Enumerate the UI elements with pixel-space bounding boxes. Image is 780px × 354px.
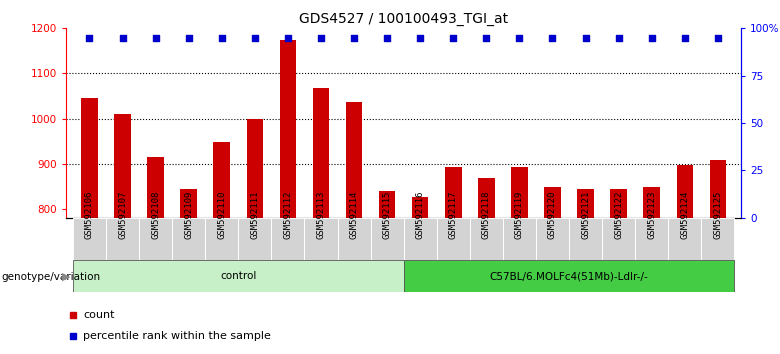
Point [612,35,625,41]
Bar [511,167,528,218]
Text: GSM592118: GSM592118 [482,190,491,239]
FancyBboxPatch shape [238,218,271,260]
Point [679,35,691,41]
Text: control: control [220,271,257,281]
Text: C57BL/6.MOLFc4(51Mb)-Ldlr-/-: C57BL/6.MOLFc4(51Mb)-Ldlr-/- [490,271,648,281]
Point [215,35,228,41]
Bar [478,178,495,218]
Point [711,35,724,41]
Bar [346,102,362,218]
Bar [379,191,395,218]
Point [149,35,161,41]
Text: GSM592108: GSM592108 [151,190,160,239]
Point [447,35,459,41]
Point [381,35,393,41]
Bar [313,88,329,218]
FancyBboxPatch shape [73,218,106,260]
Text: GSM592123: GSM592123 [647,190,656,239]
FancyBboxPatch shape [205,218,238,260]
Text: GSM592112: GSM592112 [283,190,292,239]
Bar [611,189,627,218]
Text: ▶: ▶ [62,272,70,282]
Point [183,35,195,41]
Point [646,35,658,41]
Text: GSM592124: GSM592124 [680,190,690,239]
Bar [412,198,428,218]
Point [348,35,360,41]
FancyBboxPatch shape [73,260,404,292]
FancyBboxPatch shape [437,218,470,260]
Text: GSM592113: GSM592113 [317,190,325,239]
Text: GSM592125: GSM592125 [714,190,722,239]
Bar [81,98,98,218]
FancyBboxPatch shape [338,218,370,260]
Text: GSM592114: GSM592114 [349,190,359,239]
Text: GSM592116: GSM592116 [416,190,424,239]
Title: GDS4527 / 100100493_TGI_at: GDS4527 / 100100493_TGI_at [299,12,509,26]
Bar [279,40,296,218]
Text: GSM592117: GSM592117 [448,190,458,239]
Point [546,35,558,41]
FancyBboxPatch shape [536,218,569,260]
Bar [114,114,131,218]
Bar [710,160,726,218]
Bar [180,189,197,218]
Text: GSM592110: GSM592110 [218,190,226,239]
Point [480,35,493,41]
Point [580,35,592,41]
Text: percentile rank within the sample: percentile rank within the sample [83,331,271,341]
Text: GSM592115: GSM592115 [383,190,392,239]
Point [83,35,96,41]
Text: GSM592111: GSM592111 [250,190,259,239]
Text: GSM592122: GSM592122 [614,190,623,239]
Bar [246,119,263,218]
Text: GSM592106: GSM592106 [85,190,94,239]
Bar [147,157,164,218]
FancyBboxPatch shape [668,218,701,260]
Bar [214,142,230,218]
Bar [676,165,693,218]
Point [414,35,427,41]
Point [116,35,129,41]
Text: GSM592119: GSM592119 [515,190,524,239]
Bar [644,187,660,218]
Point [249,35,261,41]
FancyBboxPatch shape [370,218,404,260]
Point [282,35,294,41]
FancyBboxPatch shape [701,218,735,260]
FancyBboxPatch shape [304,218,338,260]
FancyBboxPatch shape [602,218,635,260]
Text: GSM592109: GSM592109 [184,190,193,239]
Bar [577,189,594,218]
Text: genotype/variation: genotype/variation [2,272,101,282]
Bar [445,167,462,218]
FancyBboxPatch shape [569,218,602,260]
Bar [544,187,561,218]
Point [314,35,327,41]
Text: count: count [83,310,115,320]
Text: GSM592107: GSM592107 [118,190,127,239]
FancyBboxPatch shape [404,260,735,292]
FancyBboxPatch shape [470,218,503,260]
Text: GSM592121: GSM592121 [581,190,590,239]
FancyBboxPatch shape [271,218,304,260]
Text: GSM592120: GSM592120 [548,190,557,239]
FancyBboxPatch shape [106,218,139,260]
FancyBboxPatch shape [172,218,205,260]
FancyBboxPatch shape [139,218,172,260]
FancyBboxPatch shape [404,218,437,260]
FancyBboxPatch shape [635,218,668,260]
FancyBboxPatch shape [503,218,536,260]
Point [513,35,526,41]
